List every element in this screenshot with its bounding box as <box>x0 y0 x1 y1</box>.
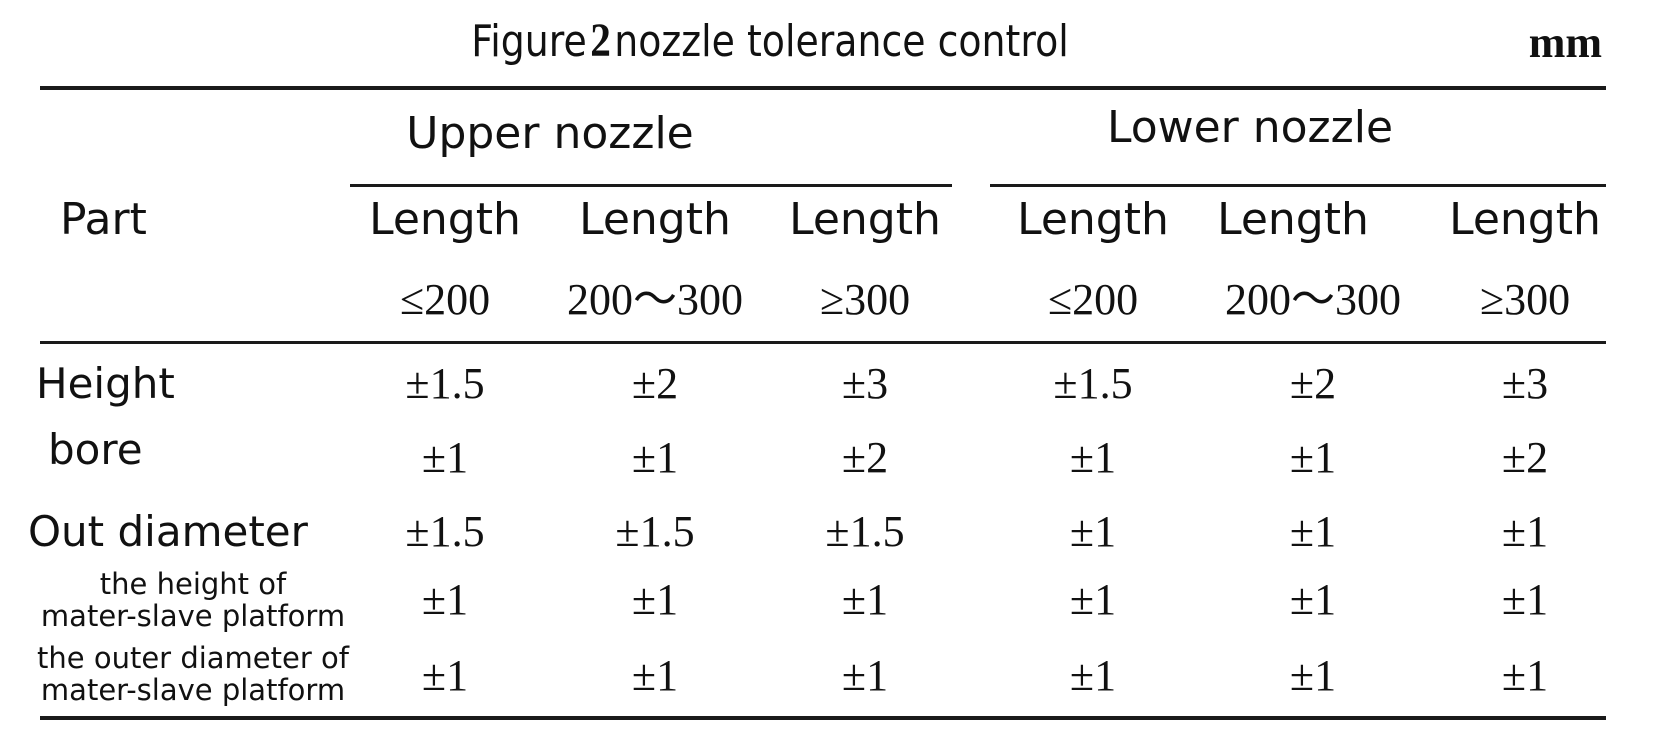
table-cell: ±1 <box>1501 651 1549 700</box>
table-title: Figure2nozzle tolerance control <box>108 6 1432 76</box>
table-cell: ±1.5 <box>825 507 905 556</box>
upper-col2-length: Length <box>579 194 731 245</box>
table-cell: ±1.5 <box>405 507 485 556</box>
upper-col1-range: ≤200 <box>399 275 491 324</box>
row-label-line1: the outer diameter of <box>37 641 349 675</box>
table-cell: ±1 <box>421 651 469 700</box>
lower-col1-range: ≤200 <box>1047 275 1139 324</box>
top-rule <box>40 86 1606 90</box>
upper-nozzle-header: Upper nozzle <box>406 108 694 159</box>
row-label: Height <box>36 359 175 408</box>
table-cell: ±1 <box>631 575 679 624</box>
table-cell: ±1 <box>841 575 889 624</box>
table-cell: ±1 <box>1501 575 1549 624</box>
upper-col3-length: Length <box>789 194 941 245</box>
lower-nozzle-rule <box>990 184 1606 187</box>
lower-col3-length: Length <box>1449 194 1601 245</box>
table-cell: ±1 <box>421 433 469 482</box>
table-cell: ±1 <box>1069 575 1117 624</box>
table-cell: ±3 <box>841 359 889 408</box>
row-label: the height of mater-slave platform <box>18 568 368 632</box>
table-cell: ±1 <box>631 433 679 482</box>
row-label-line2: mater-slave platform <box>40 599 346 633</box>
table-cell: ±1 <box>841 651 889 700</box>
upper-col1-length: Length <box>369 194 521 245</box>
table-cell: ±1 <box>1289 651 1337 700</box>
table-row: Height ±1.5 ±2 ±3 ±1.5 ±2 ±3 <box>0 354 1672 414</box>
upper-col3-range: ≥300 <box>819 275 911 324</box>
table-cell: ±1 <box>631 651 679 700</box>
title-suffix: nozzle tolerance control <box>614 16 1069 67</box>
table-cell: ±3 <box>1501 359 1549 408</box>
table-cell: ±1.5 <box>1053 359 1133 408</box>
lower-col2-range: 200～300 <box>1225 275 1401 324</box>
unit-label: mm <box>1528 18 1602 67</box>
table-cell: ±1 <box>421 575 469 624</box>
upper-nozzle-rule <box>350 184 952 187</box>
table-cell: ±1 <box>1069 433 1117 482</box>
table-cell: ±2 <box>1289 359 1337 408</box>
title-number: 2 <box>590 14 611 67</box>
table-cell: ±1 <box>1289 575 1337 624</box>
table-cell: ±2 <box>631 359 679 408</box>
table-row: the height of mater-slave platform ±1 ±1… <box>0 566 1672 634</box>
lower-col2-length: Length <box>1217 194 1369 245</box>
table-cell: ±1 <box>1289 433 1337 482</box>
table-row: the outer diameter of mater-slave platfo… <box>0 642 1672 714</box>
row-label: Out diameter <box>28 507 308 556</box>
header-rule <box>40 341 1606 344</box>
table-row: Out diameter ±1.5 ±1.5 ±1.5 ±1 ±1 ±1 <box>0 502 1672 562</box>
table-cell: ±1.5 <box>405 359 485 408</box>
row-label: the outer diameter of mater-slave platfo… <box>18 642 368 706</box>
lower-col1-length: Length <box>1017 194 1169 245</box>
table-cell: ±1 <box>1069 507 1117 556</box>
table-cell: ±1 <box>1069 651 1117 700</box>
bottom-rule <box>40 716 1606 720</box>
table-cell: ±2 <box>1501 433 1549 482</box>
row-label: bore <box>48 425 143 474</box>
upper-col2-range: 200～300 <box>567 275 743 324</box>
lower-nozzle-header: Lower nozzle <box>1106 102 1394 153</box>
table-cell: ±1 <box>1289 507 1337 556</box>
title-prefix: Figure <box>471 16 587 67</box>
table-cell: ±2 <box>841 433 889 482</box>
row-label-line1: the height of <box>99 567 287 601</box>
table-cell: ±1.5 <box>615 507 695 556</box>
part-header: Part <box>60 194 147 245</box>
table-row: bore ±1 ±1 ±2 ±1 ±1 ±2 <box>0 420 1672 486</box>
row-label-line2: mater-slave platform <box>40 673 346 707</box>
lower-col3-range: ≥300 <box>1479 275 1571 324</box>
table-cell: ±1 <box>1501 507 1549 556</box>
